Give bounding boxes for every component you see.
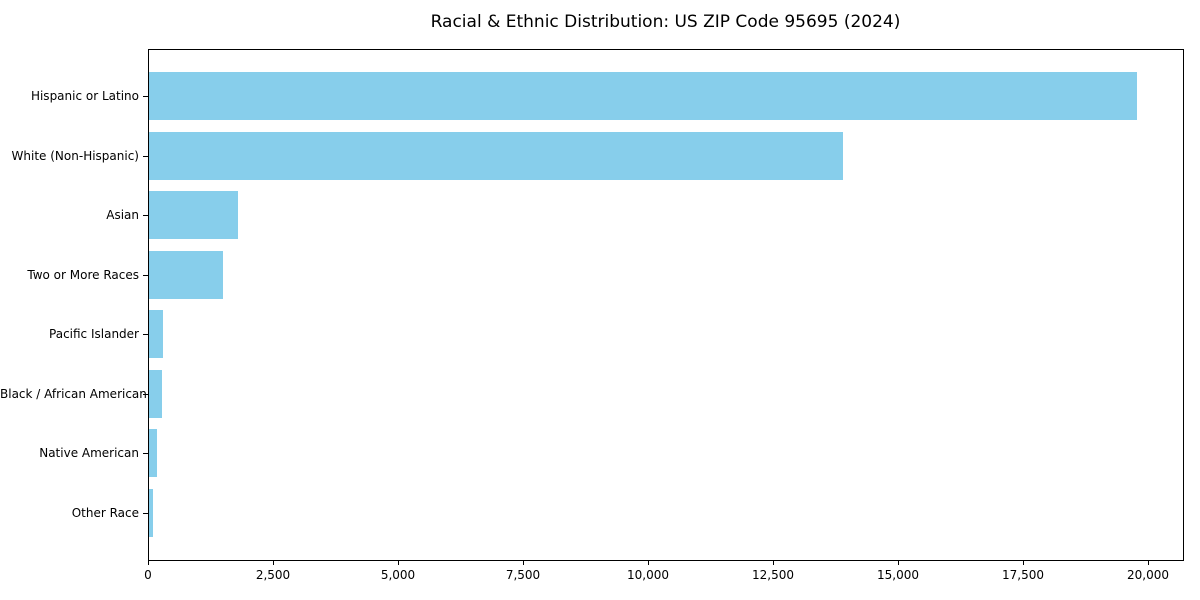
x-axis-tick-label: 15,000 bbox=[877, 568, 919, 582]
bar-two-or-more-races bbox=[148, 251, 223, 299]
y-axis-tick bbox=[143, 453, 148, 454]
x-axis-tick bbox=[523, 560, 524, 565]
y-axis-tick bbox=[143, 394, 148, 395]
x-axis-tick-label: 20,000 bbox=[1127, 568, 1169, 582]
x-axis-tick-label: 2,500 bbox=[255, 568, 291, 582]
bar-pacific-islander bbox=[148, 310, 163, 358]
y-axis-label-black-african-american: Black / African American bbox=[0, 387, 147, 401]
x-axis-tick-label: 7,500 bbox=[505, 568, 541, 582]
x-axis-tick bbox=[648, 560, 649, 565]
y-axis-tick bbox=[143, 275, 148, 276]
y-axis-label-pacific-islander: Pacific Islander bbox=[49, 327, 139, 341]
x-axis-tick-label: 10,000 bbox=[627, 568, 669, 582]
y-axis-tick bbox=[143, 215, 148, 216]
x-axis-tick-label: 5,000 bbox=[380, 568, 416, 582]
bar-native-american bbox=[148, 429, 157, 477]
x-axis-tick bbox=[898, 560, 899, 565]
y-axis-tick bbox=[143, 156, 148, 157]
x-axis-tick-label: 0 bbox=[144, 568, 152, 582]
plot-border bbox=[148, 49, 1184, 561]
x-axis-tick bbox=[1023, 560, 1024, 565]
y-axis-label-two-or-more-races: Two or More Races bbox=[27, 268, 139, 282]
bar-other-race bbox=[148, 489, 153, 537]
y-axis-label-hispanic-or-latino: Hispanic or Latino bbox=[30, 89, 139, 103]
y-axis-label-asian: Asian bbox=[106, 208, 139, 222]
y-axis-label-white-non-hispanic: White (Non-Hispanic) bbox=[11, 149, 139, 163]
bar-hispanic-or-latino bbox=[148, 72, 1137, 120]
bar-black-african-american bbox=[148, 370, 162, 418]
x-axis-tick bbox=[273, 560, 274, 565]
x-axis-tick-label: 17,500 bbox=[1002, 568, 1044, 582]
y-axis-tick bbox=[143, 513, 148, 514]
y-axis-tick bbox=[143, 96, 148, 97]
y-axis-label-native-american: Native American bbox=[39, 446, 139, 460]
chart-title: Racial & Ethnic Distribution: US ZIP Cod… bbox=[430, 12, 901, 32]
y-axis-label-other-race: Other Race bbox=[71, 506, 139, 520]
y-axis-tick bbox=[143, 334, 148, 335]
x-axis-tick bbox=[398, 560, 399, 565]
x-axis-tick bbox=[148, 560, 149, 565]
bar-white-non-hispanic bbox=[148, 132, 843, 180]
x-axis-tick bbox=[1148, 560, 1149, 565]
x-axis-tick-label: 12,500 bbox=[752, 568, 794, 582]
x-axis-tick bbox=[773, 560, 774, 565]
bar-asian bbox=[148, 191, 238, 239]
